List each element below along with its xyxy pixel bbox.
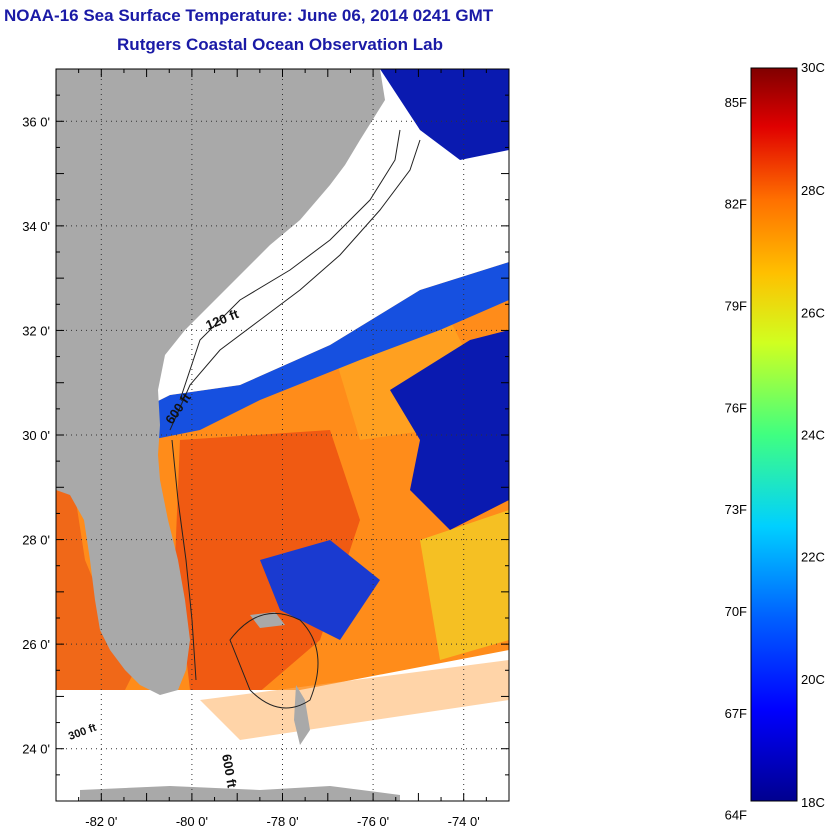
isobath-120ft	[179, 129, 401, 401]
graticule	[56, 69, 509, 801]
lon-label: -74 0'	[448, 814, 480, 829]
lat-label: 34 0'	[22, 219, 50, 234]
cold-water-band	[140, 262, 509, 440]
colorbar-fahrenheit-label: 76F	[725, 400, 747, 415]
isobath-florida	[171, 439, 197, 681]
lon-label: -80 0'	[176, 814, 208, 829]
colorbar-fahrenheit-label: 73F	[725, 502, 747, 517]
cold-water-bahamas	[260, 540, 380, 640]
colorbar-ticks: 30C 28C 26C 24C 22C 20C 18C 85F 82F 79F 76F 73F 70F 6…	[725, 60, 825, 823]
lat-label: 36 0'	[22, 114, 50, 129]
colorbar-fahrenheit-label: 64F	[725, 808, 747, 823]
lon-label: -78 0'	[266, 814, 298, 829]
colorbar-celsius-label: 24C	[801, 428, 825, 443]
colorbar-fahrenheit-label: 85F	[725, 95, 747, 110]
colorbar-celsius-label: 20C	[801, 672, 825, 687]
cold-water-hatteras	[380, 69, 509, 160]
colorbar-celsius-label: 18C	[801, 795, 825, 810]
colorbar-fahrenheit-label: 79F	[725, 299, 747, 314]
bahamas-island-1	[294, 685, 310, 745]
colorbar-celsius-label: 22C	[801, 550, 825, 565]
lon-label: -76 0'	[357, 814, 389, 829]
lat-label: 32 0'	[22, 323, 50, 338]
colorbar-fahrenheit-label: 70F	[725, 604, 747, 619]
lat-label: 30 0'	[22, 428, 50, 443]
map-area: 120 ft 600 ft 600 ft 300 ft	[56, 69, 509, 801]
sst-patch-yellow	[420, 510, 509, 660]
lat-label: 24 0'	[22, 742, 50, 757]
colorbar-celsius-label: 30C	[801, 60, 825, 75]
colorbar-fahrenheit-label: 67F	[725, 706, 747, 721]
colorbar-celsius-label: 28C	[801, 183, 825, 198]
map-subtitle: Rutgers Coastal Ocean Observation Lab	[117, 35, 443, 54]
lat-label: 26 0'	[22, 637, 50, 652]
warm-streaks-south	[200, 660, 509, 740]
lon-label: -82 0'	[85, 814, 117, 829]
colorbar-celsius-label: 26C	[801, 305, 825, 320]
isobath-600ft	[169, 139, 421, 431]
map-title: NOAA-16 Sea Surface Temperature: June 06…	[4, 6, 494, 25]
cold-water-offshore	[390, 330, 509, 530]
colorbar-fahrenheit-label: 82F	[725, 197, 747, 212]
isobath-label-600ft-south: 600 ft	[219, 753, 240, 790]
map-axes: 36 0' 34 0' 32 0' 30 0' 28 0' 26 0' 24 0' -82 0…	[22, 68, 510, 829]
lat-label: 28 0'	[22, 533, 50, 548]
isobath-bahamas	[229, 612, 319, 709]
land-mainland	[56, 69, 385, 695]
cuba-coast	[80, 786, 400, 801]
colorbar	[750, 67, 798, 802]
